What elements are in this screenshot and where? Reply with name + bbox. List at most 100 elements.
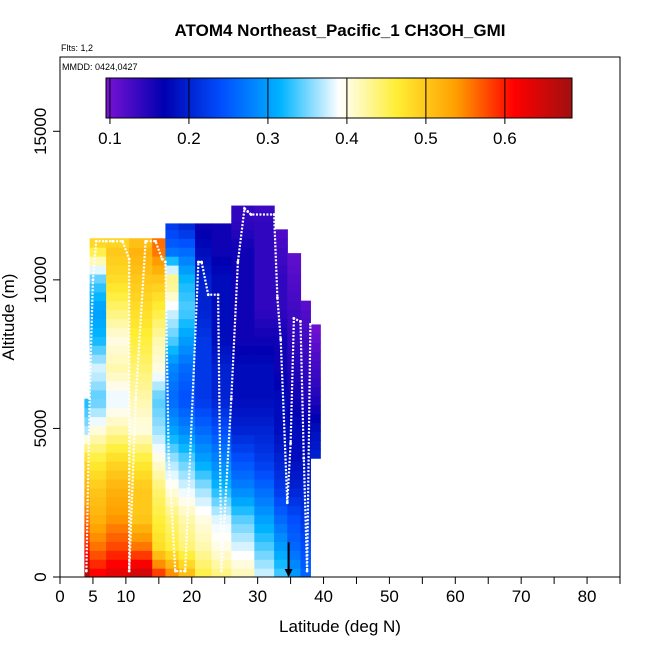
heatmap-cell <box>300 434 311 444</box>
heatmap-cell <box>129 434 153 444</box>
heatmap-cell <box>211 282 232 293</box>
heatmap-cell <box>165 514 180 525</box>
heatmap-cell <box>129 487 153 498</box>
heatmap-cell <box>178 443 196 453</box>
heatmap-cell <box>152 487 167 498</box>
heatmap-cell <box>310 342 321 352</box>
heatmap-cell <box>89 505 107 516</box>
heatmap-cell <box>211 523 232 534</box>
x-axis-label: Latitude (deg N) <box>279 617 401 636</box>
heatmap-cell <box>152 309 167 320</box>
heatmap-cell <box>89 345 107 355</box>
heatmap-cell <box>178 309 196 320</box>
heatmap-cell <box>211 425 232 435</box>
heatmap-cell <box>89 238 107 248</box>
heatmap-cell <box>287 318 302 328</box>
heatmap-cell <box>165 229 180 239</box>
heatmap-cell <box>152 416 167 427</box>
heatmap-cell <box>211 291 232 302</box>
heatmap-cell <box>274 398 288 409</box>
heatmap-cell <box>89 389 107 400</box>
heatmap-cell <box>89 398 107 409</box>
heatmap-cell <box>231 256 255 266</box>
heatmap-cell <box>254 568 275 577</box>
heatmap-cell <box>300 470 311 480</box>
heatmap-cell <box>195 514 213 525</box>
heatmap-cell <box>178 470 196 480</box>
heatmap-cell <box>195 487 213 498</box>
heatmap-cell <box>231 380 255 391</box>
heatmap-cell <box>152 443 167 453</box>
heatmap-cell <box>178 256 196 266</box>
heatmap-cell <box>231 505 255 516</box>
heatmap-cell <box>254 470 275 480</box>
heatmap-cell <box>106 523 130 534</box>
heatmap-cell <box>178 265 196 275</box>
heatmap-cell <box>231 523 255 534</box>
heatmap-cell <box>231 229 255 239</box>
heatmap-cell <box>211 398 232 409</box>
heatmap-cell <box>129 407 153 418</box>
flight-track-point <box>127 257 131 261</box>
heatmap-cell <box>106 416 130 427</box>
heatmap-cell <box>106 389 130 400</box>
heatmap-cell <box>89 425 107 435</box>
heatmap-cell <box>300 309 311 320</box>
heatmap-cell <box>195 550 213 560</box>
heatmap-cell <box>152 568 167 577</box>
heatmap-cell <box>274 416 288 427</box>
heatmap-cell <box>287 273 302 284</box>
flight-track-point <box>144 239 148 243</box>
heatmap-cell <box>165 363 180 373</box>
flight-track-point <box>292 317 296 320</box>
heatmap-cell <box>152 380 167 391</box>
heatmap-cell <box>152 371 167 382</box>
heatmap-cell <box>211 327 232 337</box>
heatmap-cell <box>106 291 130 302</box>
heatmap-cell <box>89 532 107 542</box>
heatmap-cell <box>165 496 180 507</box>
heatmap-cell <box>106 282 130 293</box>
heatmap-cell <box>287 496 302 507</box>
heatmap-cell <box>211 550 232 560</box>
flight-track-point <box>173 569 177 573</box>
heatmap-cell <box>89 487 107 498</box>
heatmap-cell <box>231 238 255 248</box>
heatmap-cell <box>178 371 196 382</box>
heatmap-cell <box>310 413 321 424</box>
heatmap-cell <box>254 550 275 560</box>
heatmap-cell <box>178 550 196 560</box>
flight-track-point <box>216 293 220 297</box>
heatmap-cell <box>211 273 232 284</box>
heatmap-cell <box>254 523 275 534</box>
heatmap-cell <box>254 487 275 498</box>
heatmap-cell <box>89 452 107 462</box>
heatmap-cell <box>178 229 196 239</box>
heatmap-cell <box>287 514 302 525</box>
heatmap-cell <box>211 318 232 328</box>
heatmap-cell <box>129 478 153 489</box>
heatmap-cell <box>287 559 302 569</box>
heatmap-cell <box>129 523 153 534</box>
heatmap-cell <box>287 253 302 257</box>
heatmap-cell <box>254 247 275 257</box>
heatmap-cell <box>231 211 255 222</box>
heatmap-cell <box>152 265 167 275</box>
heatmap-cell <box>231 532 255 542</box>
heatmap-cell <box>152 282 167 293</box>
heatmap-cell <box>231 452 255 462</box>
heatmap-cell <box>152 238 167 248</box>
y-tick-label: 10000 <box>31 256 50 303</box>
heatmap-cell <box>254 265 275 275</box>
heatmap-cell <box>195 229 213 239</box>
heatmap-cell <box>310 360 321 370</box>
heatmap-cell <box>129 363 153 373</box>
flight-track-point <box>84 569 88 573</box>
heatmap-cell <box>165 461 180 471</box>
flight-track-point <box>289 441 292 445</box>
heatmap-cell <box>129 550 153 560</box>
colorbar-frame <box>105 77 573 119</box>
heatmap-cell <box>165 434 180 444</box>
heatmap-cell <box>129 327 153 337</box>
heatmap-cell <box>287 309 302 320</box>
